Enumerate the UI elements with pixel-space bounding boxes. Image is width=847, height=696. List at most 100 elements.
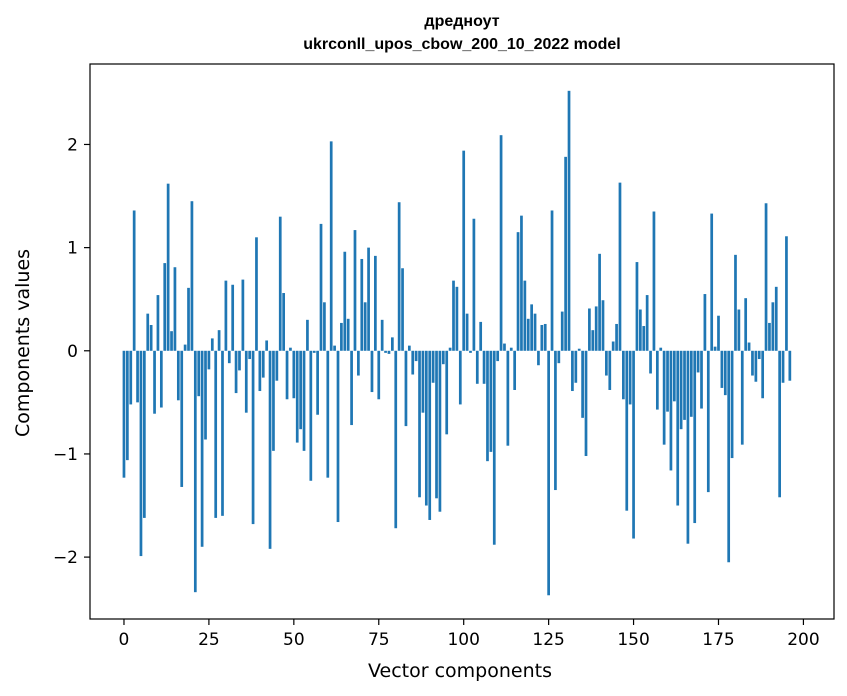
bar <box>479 321 483 351</box>
bar <box>622 350 625 400</box>
bar <box>547 350 550 596</box>
bar <box>564 156 567 351</box>
bar <box>761 350 765 399</box>
bar <box>594 306 598 351</box>
bar <box>343 251 347 351</box>
y-tick-label: 1 <box>67 239 78 259</box>
bar <box>142 350 146 518</box>
bar <box>170 331 173 351</box>
bar <box>645 295 649 351</box>
bar <box>503 343 506 351</box>
x-tick-label: 150 <box>617 630 649 650</box>
bar <box>577 348 581 351</box>
y-axis-label: Components values <box>12 249 34 437</box>
x-tick-label: 0 <box>119 630 130 650</box>
bar <box>492 350 496 545</box>
bar <box>567 90 571 351</box>
x-tick-label: 175 <box>702 630 734 650</box>
bar <box>340 322 343 351</box>
bar <box>441 350 445 365</box>
bar <box>159 350 163 408</box>
bar <box>404 350 408 427</box>
x-axis: 0 25 50 75 100 125 150 175 200 <box>119 619 820 650</box>
bar <box>278 216 282 351</box>
bar <box>686 350 690 544</box>
bar <box>248 350 252 360</box>
bar <box>309 350 313 481</box>
bar <box>679 350 683 430</box>
bar <box>533 313 537 351</box>
bar <box>465 313 469 351</box>
bar <box>360 258 364 351</box>
bar <box>363 302 367 351</box>
bar <box>272 350 275 451</box>
y-axis: −2 −1 0 1 2 <box>53 135 90 568</box>
bar <box>530 304 534 351</box>
chart-subtitle: ukrconll_upos_cbow_200_10_2022 model <box>303 36 621 53</box>
bar <box>472 218 476 351</box>
bar <box>703 294 707 351</box>
bar <box>231 284 235 351</box>
bar <box>543 323 547 351</box>
bar <box>333 345 336 351</box>
bar <box>295 350 299 443</box>
bar <box>557 350 561 364</box>
bar <box>418 350 421 498</box>
bar <box>550 210 554 351</box>
bar <box>407 345 411 351</box>
bar <box>601 300 605 351</box>
bar <box>734 254 737 351</box>
bar <box>282 293 286 351</box>
bar <box>428 350 432 520</box>
bar <box>234 350 238 394</box>
bar <box>316 350 319 415</box>
bar <box>469 350 472 353</box>
bar <box>574 350 578 383</box>
bar <box>499 135 503 351</box>
bar <box>489 350 493 452</box>
bar <box>149 324 153 351</box>
bar <box>452 280 455 351</box>
bar <box>448 347 452 351</box>
bar <box>275 350 279 381</box>
bar <box>221 350 224 516</box>
bar <box>740 350 744 445</box>
bar <box>431 350 435 383</box>
bar <box>285 350 289 400</box>
bar <box>778 350 782 498</box>
bar <box>176 350 180 401</box>
bar <box>683 350 686 420</box>
bar <box>560 311 564 351</box>
bar <box>618 182 622 351</box>
y-tick-label: 0 <box>67 342 78 362</box>
bar <box>445 350 449 435</box>
bar <box>350 350 353 426</box>
bar <box>370 350 374 393</box>
bar <box>374 255 377 351</box>
bar <box>785 236 788 351</box>
bar <box>771 302 775 351</box>
bar <box>628 350 632 405</box>
bar <box>635 262 639 351</box>
bar <box>258 350 262 392</box>
bar <box>676 350 680 506</box>
bar <box>696 350 700 373</box>
bar <box>486 350 489 462</box>
bar <box>672 350 676 402</box>
bar <box>241 279 245 351</box>
bar <box>435 350 438 499</box>
bar <box>611 341 615 351</box>
bar <box>390 337 394 351</box>
bar <box>411 350 415 375</box>
bar <box>302 350 306 451</box>
bar <box>122 350 126 478</box>
bar <box>496 350 500 362</box>
bar <box>540 324 544 351</box>
bar <box>197 350 201 397</box>
bar <box>319 223 323 351</box>
y-tick-label: −1 <box>53 445 78 465</box>
bar <box>132 210 136 351</box>
bar <box>730 350 734 459</box>
bar <box>632 350 635 539</box>
bar <box>397 202 401 351</box>
